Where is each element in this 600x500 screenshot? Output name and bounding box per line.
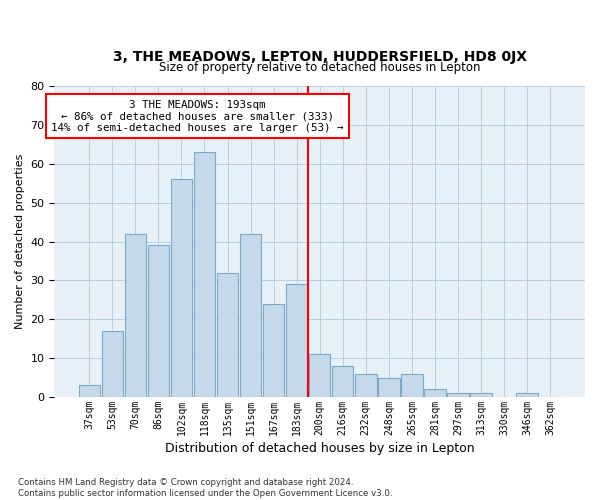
Bar [332,366,353,397]
Y-axis label: Number of detached properties: Number of detached properties [15,154,25,329]
Text: 3 THE MEADOWS: 193sqm
← 86% of detached houses are smaller (333)
14% of semi-det: 3 THE MEADOWS: 193sqm ← 86% of detached … [52,100,344,133]
Bar [309,354,331,397]
Bar [240,234,261,397]
Bar [101,331,123,397]
X-axis label: Distribution of detached houses by size in Lepton: Distribution of detached houses by size … [165,442,475,455]
Bar [470,393,492,397]
Bar [447,393,469,397]
Title: 3, THE MEADOWS, LEPTON, HUDDERSFIELD, HD8 0JX: 3, THE MEADOWS, LEPTON, HUDDERSFIELD, HD… [113,50,527,64]
Bar [125,234,146,397]
Bar [263,304,284,397]
Bar [194,152,215,397]
Bar [148,246,169,397]
Bar [171,180,192,397]
Bar [217,272,238,397]
Bar [401,374,422,397]
Bar [355,374,377,397]
Bar [378,378,400,397]
Text: Size of property relative to detached houses in Lepton: Size of property relative to detached ho… [159,60,481,74]
Bar [79,386,100,397]
Bar [424,390,446,397]
Text: Contains HM Land Registry data © Crown copyright and database right 2024.
Contai: Contains HM Land Registry data © Crown c… [18,478,392,498]
Bar [286,284,307,397]
Bar [517,393,538,397]
